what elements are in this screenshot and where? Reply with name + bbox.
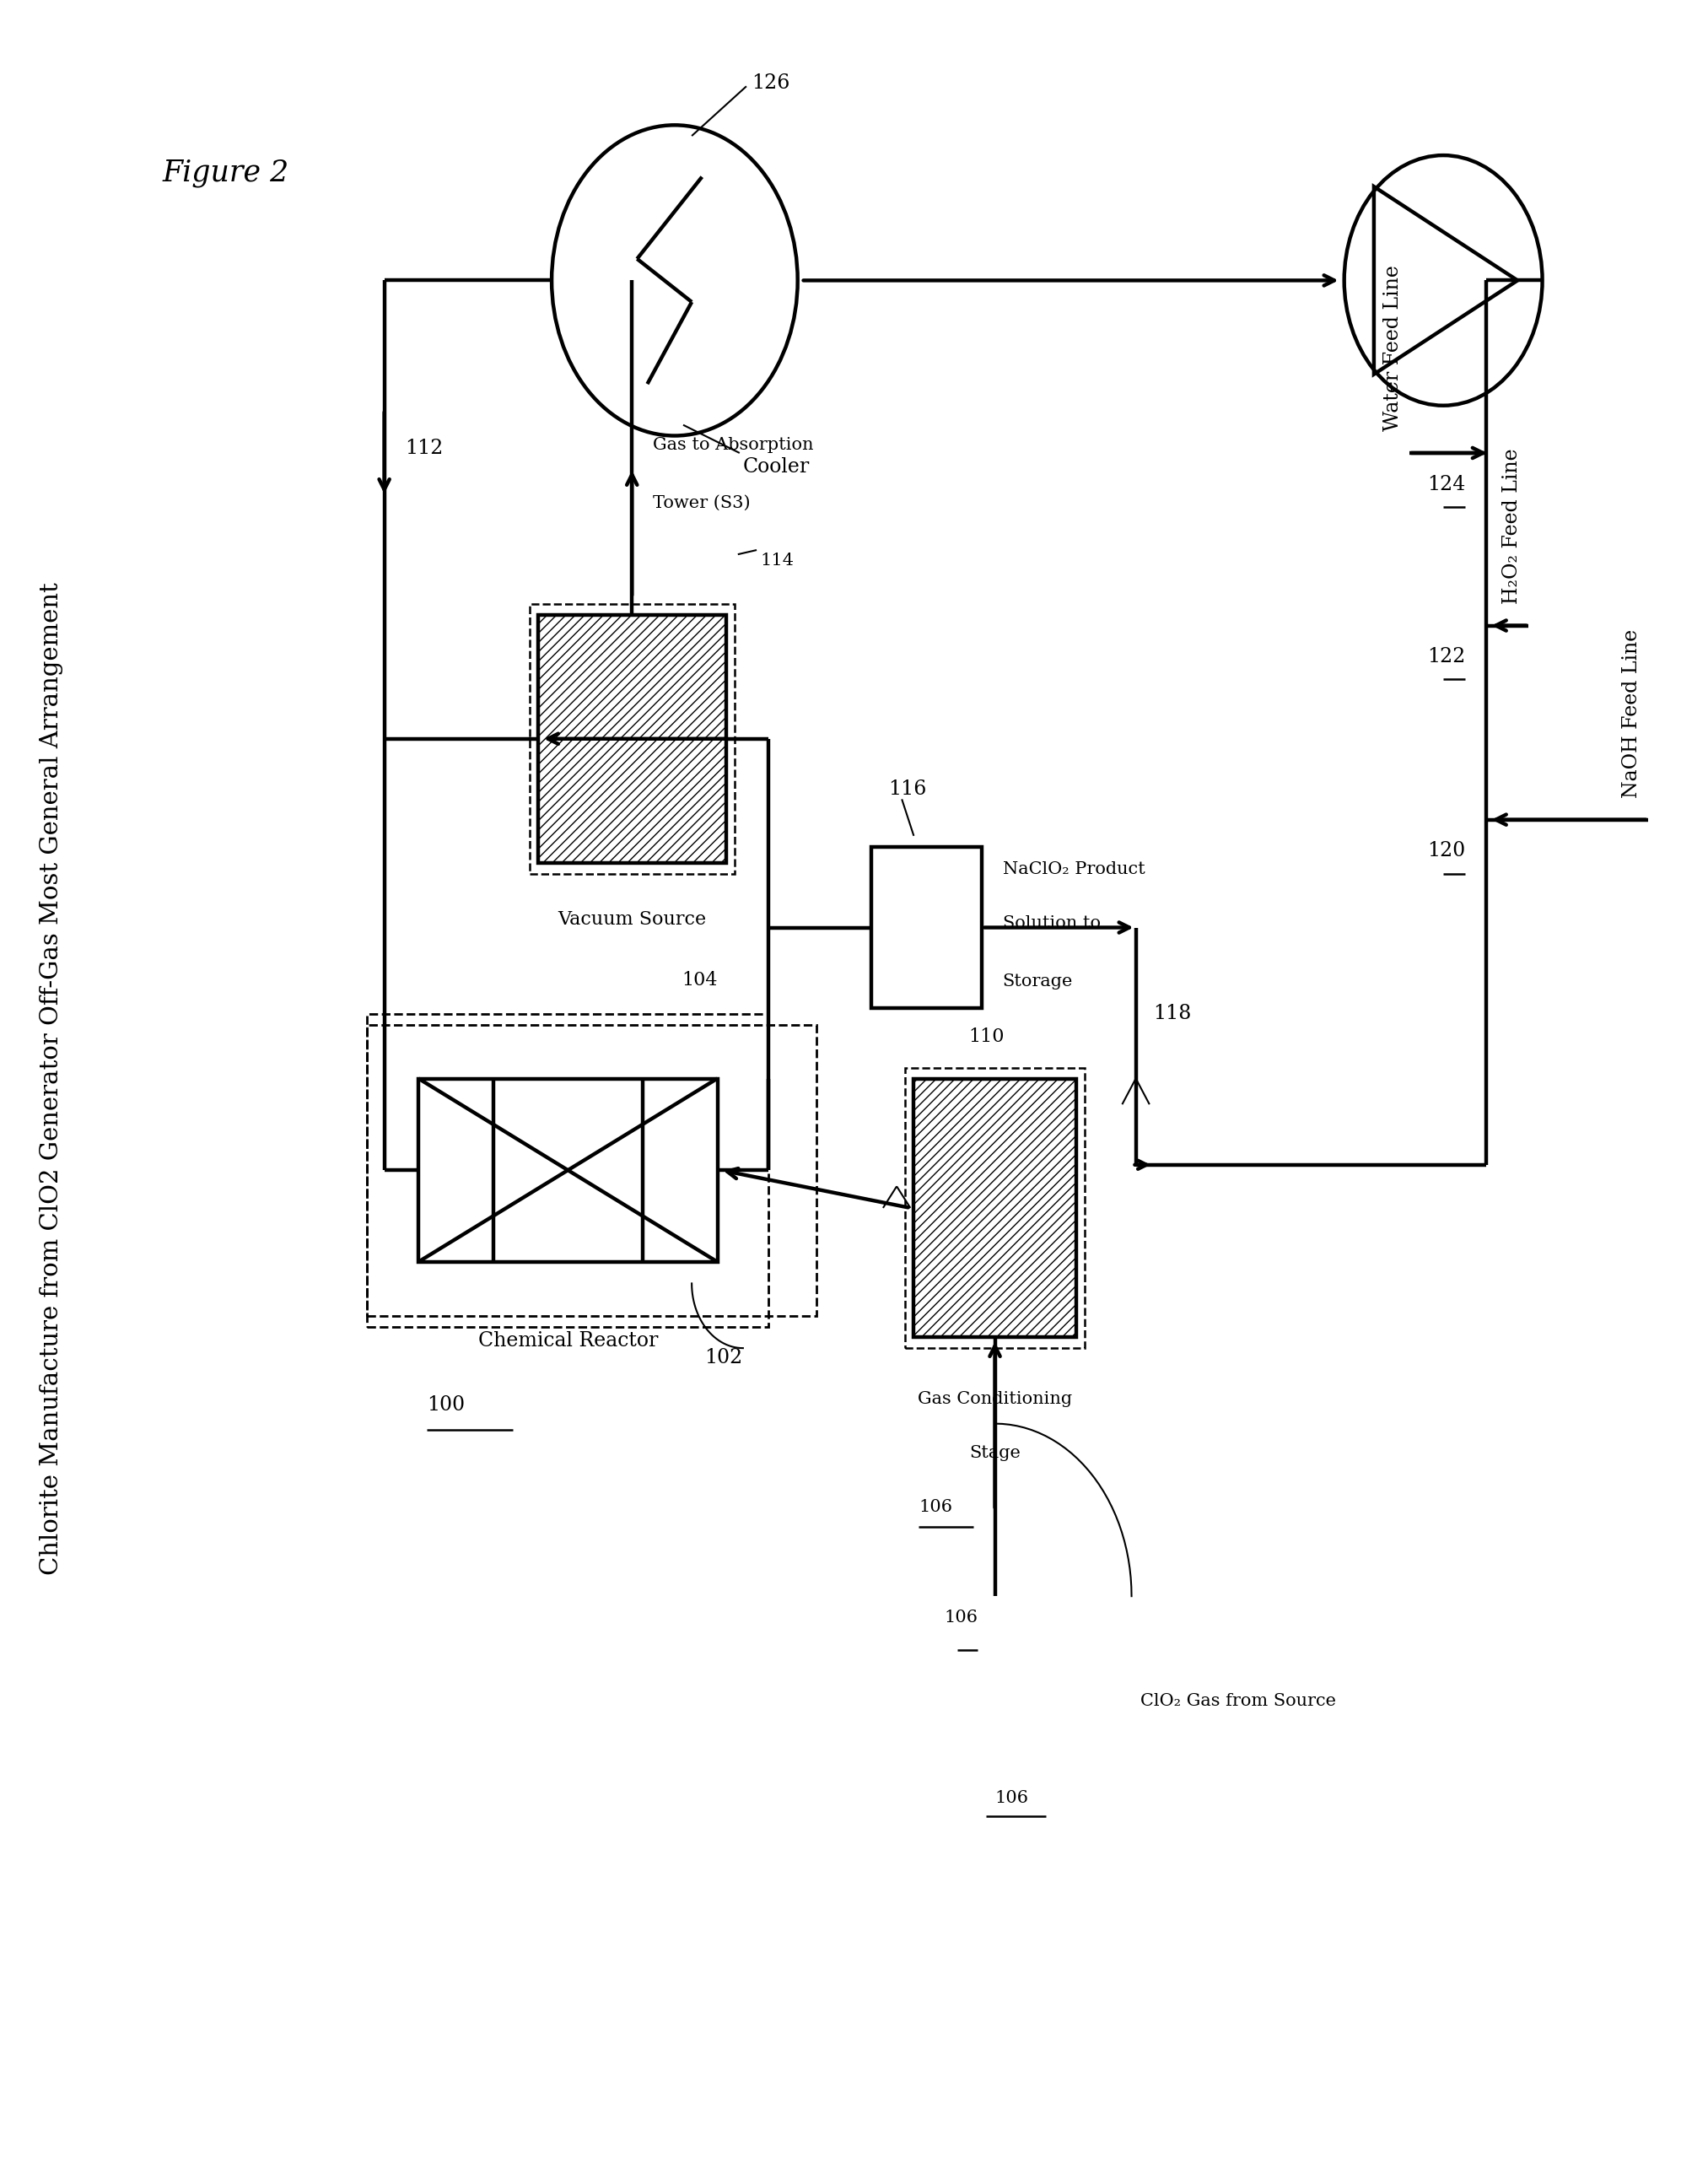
Text: 104: 104: [681, 971, 717, 990]
Text: Solution to: Solution to: [1003, 915, 1100, 932]
Text: NaClO₂ Product: NaClO₂ Product: [1003, 861, 1144, 878]
Text: H₂O₂ Feed Line: H₂O₂ Feed Line: [1503, 449, 1522, 604]
Bar: [905, 1068, 1085, 1348]
Bar: [529, 604, 734, 874]
Bar: [367, 1014, 769, 1327]
Text: Storage: Storage: [1003, 973, 1073, 990]
Text: 112: 112: [405, 440, 442, 457]
Text: 106: 106: [945, 1609, 977, 1626]
Text: 116: 116: [888, 781, 926, 800]
Text: 102: 102: [705, 1348, 743, 1368]
Text: Chemical Reactor: Chemical Reactor: [478, 1331, 658, 1350]
Bar: [538, 615, 726, 863]
Text: 126: 126: [752, 73, 789, 93]
Text: Vacuum Source: Vacuum Source: [559, 910, 705, 930]
Text: 100: 100: [427, 1396, 465, 1415]
Text: Figure 2: Figure 2: [162, 157, 289, 188]
Text: Tower (S3): Tower (S3): [652, 496, 750, 511]
Text: 114: 114: [760, 552, 794, 569]
Text: 106: 106: [996, 1790, 1028, 1805]
Text: 122: 122: [1428, 647, 1465, 667]
Text: Gas to Absorption: Gas to Absorption: [652, 438, 813, 453]
Bar: [367, 1025, 816, 1316]
Text: Stage: Stage: [968, 1445, 1021, 1460]
Text: Water Feed Line: Water Feed Line: [1383, 265, 1402, 431]
Text: 106: 106: [919, 1499, 953, 1514]
Text: 110: 110: [968, 1027, 1004, 1046]
Bar: [871, 848, 982, 1009]
Text: Chlorite Manufacture from ClO2 Generator Off-Gas Most General Arrangement: Chlorite Manufacture from ClO2 Generator…: [39, 582, 63, 1575]
Text: 120: 120: [1428, 841, 1465, 861]
Text: Gas Conditioning: Gas Conditioning: [917, 1391, 1073, 1406]
Text: NaOH Feed Line: NaOH Feed Line: [1623, 630, 1641, 798]
Text: 118: 118: [1153, 1005, 1190, 1022]
Text: 124: 124: [1428, 475, 1465, 494]
Bar: [418, 1078, 717, 1262]
Text: Cooler: Cooler: [743, 457, 810, 477]
Text: ClO₂ Gas from Source: ClO₂ Gas from Source: [1141, 1693, 1336, 1708]
Bar: [914, 1078, 1076, 1337]
